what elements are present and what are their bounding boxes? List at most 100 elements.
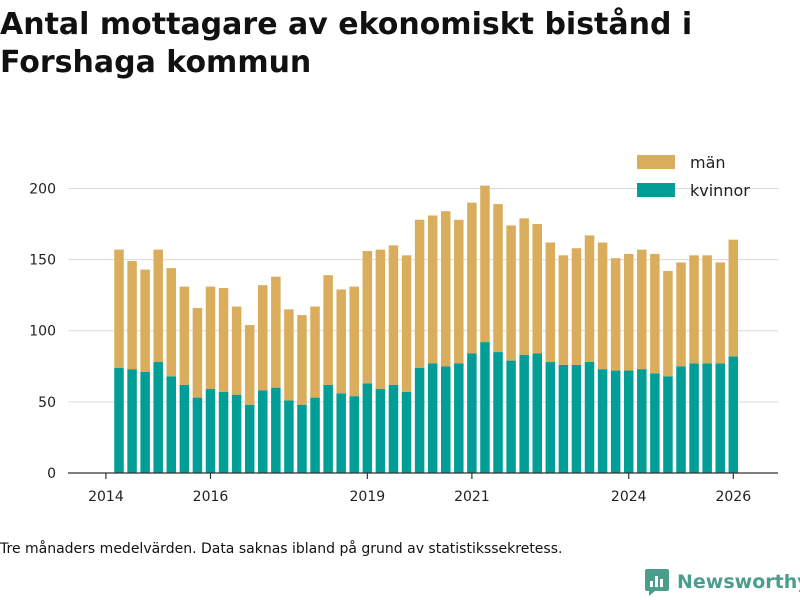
bar-kvinnor[interactable] (427, 363, 438, 473)
bar-man[interactable] (702, 255, 712, 364)
bar-kvinnor[interactable] (715, 363, 725, 473)
bar-kvinnor[interactable] (545, 362, 556, 473)
bar-kvinnor[interactable] (532, 353, 542, 473)
bar-kvinnor[interactable] (349, 396, 360, 473)
bar-man[interactable] (532, 224, 542, 354)
bar-man[interactable] (192, 307, 203, 398)
bar-man[interactable] (375, 249, 386, 390)
bar-man[interactable] (597, 242, 608, 370)
bar-kvinnor[interactable] (336, 393, 346, 473)
bar-kvinnor[interactable] (506, 360, 516, 473)
bar-kvinnor[interactable] (258, 390, 268, 473)
bar-kvinnor[interactable] (297, 404, 307, 473)
bar-man[interactable] (506, 225, 516, 361)
bar-man[interactable] (493, 204, 503, 353)
bar-man[interactable] (218, 288, 229, 392)
bar-kvinnor[interactable] (114, 367, 124, 473)
bar-kvinnor[interactable] (166, 376, 177, 473)
bar-kvinnor[interactable] (205, 389, 216, 473)
bar-man[interactable] (336, 289, 346, 394)
bar-kvinnor[interactable] (702, 363, 712, 473)
bar-man[interactable] (454, 219, 464, 364)
bar-kvinnor[interactable] (179, 384, 190, 473)
bar-man[interactable] (140, 269, 150, 372)
chart-caption: Tre månaders medelvärden. Data saknas ib… (0, 541, 563, 557)
legend[interactable]: män kvinnor (637, 153, 750, 200)
bar-kvinnor[interactable] (127, 369, 137, 473)
bar-man[interactable] (715, 262, 725, 364)
bar-kvinnor[interactable] (271, 387, 281, 473)
bar-man[interactable] (545, 242, 556, 363)
bar-man[interactable] (271, 276, 281, 388)
bar-man[interactable] (244, 325, 255, 405)
bar-kvinnor[interactable] (375, 389, 386, 473)
bar-kvinnor[interactable] (480, 342, 490, 473)
bar-kvinnor[interactable] (192, 397, 203, 473)
bar-kvinnor[interactable] (323, 384, 333, 473)
bar-kvinnor[interactable] (650, 373, 660, 473)
bar-kvinnor[interactable] (597, 369, 608, 473)
bar-kvinnor[interactable] (153, 362, 163, 473)
bar-man[interactable] (650, 253, 660, 374)
bar-kvinnor[interactable] (689, 363, 699, 473)
bar-man[interactable] (166, 268, 177, 377)
bar-kvinnor[interactable] (519, 354, 529, 473)
bar-kvinnor[interactable] (623, 370, 634, 473)
bar-man[interactable] (231, 306, 242, 395)
bar-man[interactable] (728, 239, 739, 357)
bar-man[interactable] (480, 185, 490, 343)
bar-man[interactable] (153, 249, 163, 363)
bar-kvinnor[interactable] (441, 366, 451, 473)
bar-man[interactable] (689, 255, 699, 364)
bar-kvinnor[interactable] (493, 352, 503, 473)
bar-kvinnor[interactable] (610, 370, 621, 473)
bar-kvinnor[interactable] (310, 397, 320, 473)
bar-man[interactable] (297, 315, 307, 405)
bar-man[interactable] (441, 211, 451, 367)
bar-man[interactable] (414, 219, 425, 368)
bar-man[interactable] (558, 255, 569, 365)
bar-kvinnor[interactable] (218, 391, 229, 473)
bar-kvinnor[interactable] (401, 391, 412, 473)
bar-man[interactable] (584, 235, 595, 363)
bar-kvinnor[interactable] (362, 383, 373, 473)
y-tick-label: 200 (29, 181, 56, 197)
bar-kvinnor[interactable] (244, 404, 255, 473)
bar-man[interactable] (127, 261, 137, 370)
bar-kvinnor[interactable] (140, 371, 150, 473)
bar-kvinnor[interactable] (454, 363, 464, 473)
bar-man[interactable] (623, 253, 634, 371)
bar-man[interactable] (663, 270, 673, 377)
bar-kvinnor[interactable] (663, 376, 673, 473)
bar-man[interactable] (205, 286, 216, 390)
bar-kvinnor[interactable] (571, 364, 582, 473)
bar-kvinnor[interactable] (388, 384, 399, 473)
bar-man[interactable] (637, 249, 647, 370)
newsworthy-brand[interactable]: Newsworthy (644, 568, 800, 596)
bar-man[interactable] (179, 286, 190, 385)
bar-kvinnor[interactable] (728, 356, 739, 473)
bar-man[interactable] (571, 248, 582, 365)
bar-man[interactable] (467, 202, 477, 354)
bar-kvinnor[interactable] (414, 367, 425, 473)
bar-man[interactable] (284, 309, 294, 401)
bar-man[interactable] (310, 306, 320, 398)
bar-man[interactable] (401, 255, 412, 392)
bar-kvinnor[interactable] (584, 362, 595, 473)
bar-man[interactable] (427, 215, 438, 364)
bar-man[interactable] (114, 249, 124, 368)
bar-man[interactable] (258, 285, 268, 391)
bar-kvinnor[interactable] (558, 364, 569, 473)
bar-man[interactable] (362, 251, 373, 384)
bar-man[interactable] (676, 262, 686, 367)
bar-man[interactable] (349, 286, 360, 397)
bar-kvinnor[interactable] (467, 353, 477, 473)
bar-kvinnor[interactable] (637, 369, 647, 473)
bar-man[interactable] (323, 275, 333, 385)
bar-man[interactable] (610, 258, 621, 371)
bar-kvinnor[interactable] (676, 366, 686, 473)
bar-kvinnor[interactable] (284, 400, 294, 473)
bar-man[interactable] (519, 218, 529, 355)
bar-man[interactable] (388, 245, 399, 385)
bar-kvinnor[interactable] (231, 394, 242, 473)
